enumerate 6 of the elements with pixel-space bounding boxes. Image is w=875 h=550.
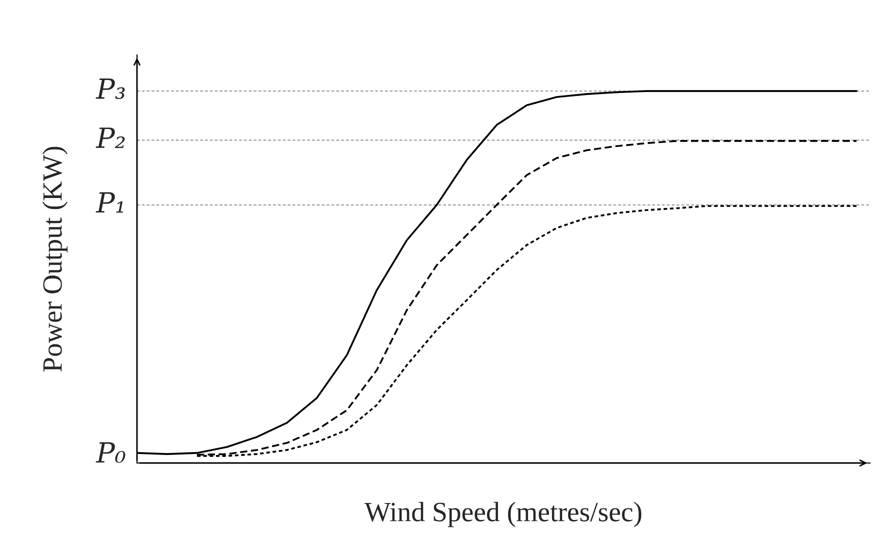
x-axis-title: Wind Speed (metres/sec)	[364, 502, 642, 528]
ref-line-label: P₃	[96, 78, 125, 100]
text: P₀	[96, 442, 126, 463]
y-axis-title: Power Output (KW)	[42, 146, 68, 372]
ref-line-label: P₂	[96, 128, 125, 148]
ref-line-label: P₁	[96, 192, 123, 213]
